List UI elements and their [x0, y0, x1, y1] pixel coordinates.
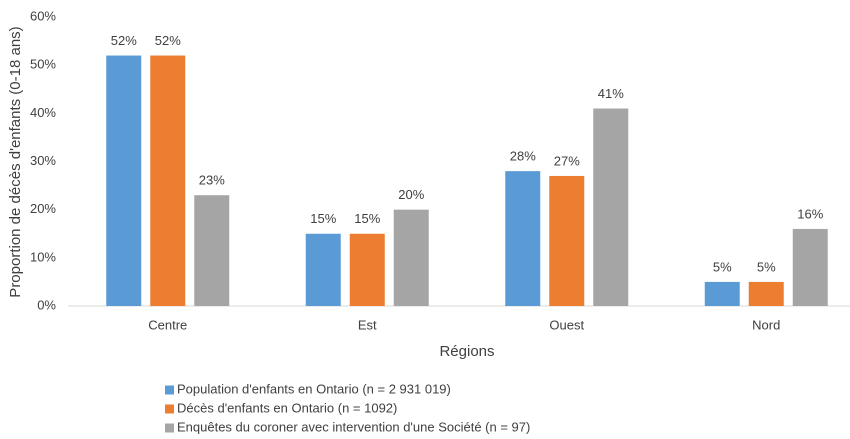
value-label: 15% — [354, 211, 380, 226]
bar — [393, 209, 429, 306]
x-tick-label: Ouest — [549, 317, 584, 332]
bar — [106, 55, 142, 307]
value-label: 52% — [111, 33, 137, 48]
bar — [505, 171, 541, 306]
value-label: 5% — [757, 259, 776, 274]
y-tick-label: 10% — [30, 249, 56, 264]
bar — [150, 55, 186, 307]
y-tick-label: 40% — [30, 105, 56, 120]
value-label: 15% — [310, 211, 336, 226]
legend-swatch — [165, 404, 174, 414]
x-tick-label: Est — [358, 317, 377, 332]
legend-label: Population d'enfants en Ontario (n = 2 9… — [177, 381, 451, 396]
legend-label: Décès d'enfants en Ontario (n = 1092) — [177, 400, 397, 415]
bar — [349, 233, 385, 306]
value-label: 41% — [598, 86, 624, 101]
x-axis-title: Régions — [439, 343, 494, 360]
bar — [748, 281, 784, 306]
bar — [194, 195, 230, 306]
y-tick-label: 50% — [30, 57, 56, 72]
bar — [792, 228, 828, 306]
value-label: 16% — [797, 206, 823, 221]
value-label: 52% — [155, 33, 181, 48]
legend-label: Enquêtes du coroner avec intervention d'… — [177, 419, 530, 434]
y-tick-label: 20% — [30, 201, 56, 216]
value-label: 27% — [554, 153, 580, 168]
y-tick-label: 60% — [30, 8, 56, 23]
x-tick-label: Centre — [148, 317, 187, 332]
y-axis-title: Proportion de décès d'enfants (0-18 ans) — [7, 26, 24, 297]
value-label: 20% — [398, 187, 424, 202]
legend-swatch — [165, 385, 174, 395]
value-label: 23% — [199, 173, 225, 188]
value-label: 28% — [510, 149, 536, 164]
bar — [549, 175, 585, 306]
y-tick-label: 0% — [37, 297, 56, 312]
bar — [704, 281, 740, 306]
y-tick-label: 30% — [30, 153, 56, 168]
legend-swatch — [165, 423, 174, 433]
x-tick-label: Nord — [752, 317, 780, 332]
bar — [305, 233, 341, 306]
value-label: 5% — [713, 259, 732, 274]
bar — [593, 108, 629, 307]
